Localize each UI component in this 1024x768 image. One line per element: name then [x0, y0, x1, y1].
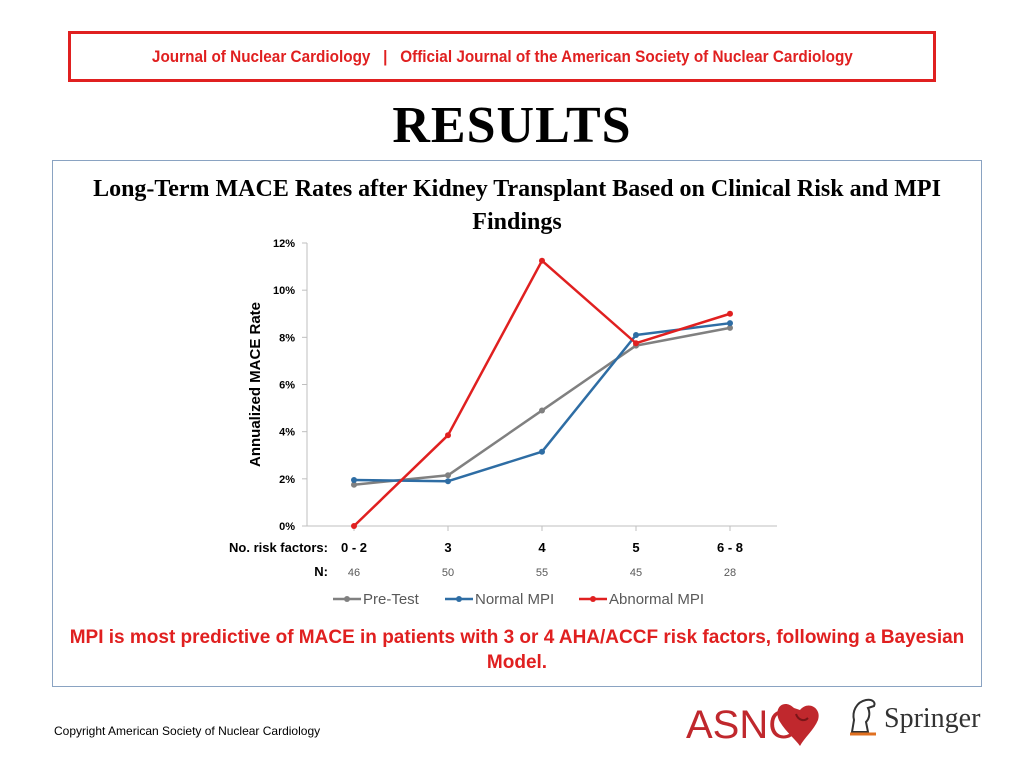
legend-label: Pre-Test [363, 591, 420, 608]
series-line-normal-mpi [353, 321, 731, 483]
data-point [633, 340, 639, 347]
copyright-text: Copyright American Society of Nuclear Ca… [54, 724, 321, 738]
asnc-logo: ASNC [686, 703, 819, 747]
slide-title: RESULTS [392, 97, 632, 154]
data-point [727, 310, 733, 317]
x-tick-label: 3 [444, 540, 451, 555]
n-row-label: N: [314, 564, 328, 579]
legend-marker [590, 596, 596, 602]
y-tick-label: 8% [279, 332, 295, 344]
journal-banner-text: Journal of Nuclear Cardiology | Official… [151, 46, 853, 66]
data-point [351, 481, 357, 488]
conclusion-text: MPI is most predictive of MACE in patien… [69, 627, 965, 673]
data-point [539, 257, 545, 264]
legend-label: Normal MPI [475, 591, 554, 608]
y-tick-label: 10% [273, 285, 295, 297]
x-row-label: No. risk factors: [229, 540, 328, 555]
legend-marker [456, 596, 462, 602]
y-tick-label: 12% [273, 238, 295, 250]
data-point [445, 478, 451, 485]
data-point [351, 523, 357, 529]
data-point [633, 331, 639, 338]
chart-panel: Long-Term MACE Rates after Kidney Transp… [52, 160, 982, 687]
n-value-label: 28 [724, 567, 736, 579]
data-point [539, 448, 545, 455]
x-tick-label: 5 [632, 540, 639, 555]
data-point [445, 432, 451, 439]
series-line-pre-test [353, 326, 731, 486]
heart-icon [777, 703, 819, 746]
legend-label: Abnormal MPI [609, 591, 704, 608]
springer-horse-icon [850, 698, 876, 736]
data-point [539, 407, 545, 414]
y-tick-label: 0% [279, 521, 295, 533]
journal-banner: Journal of Nuclear Cardiology | Official… [68, 31, 936, 82]
springer-logo-text: Springer [884, 703, 981, 734]
series-line-abnormal-mpi [353, 259, 731, 527]
data-point [727, 324, 733, 331]
chart-title: Long-Term MACE Rates after Kidney Transp… [93, 176, 941, 235]
data-point [445, 472, 451, 479]
line-chart: 0% 2% 4% 6% 8% 10% 12% Annualized MACE Rate No. … [229, 238, 777, 608]
y-tick-label: 4% [279, 427, 295, 439]
n-value-label: 45 [630, 567, 642, 579]
x-tick-label: 4 [538, 540, 546, 555]
x-tick-label: 6 - 8 [717, 540, 743, 555]
data-point [727, 320, 733, 327]
y-tick-label: 2% [279, 474, 295, 486]
y-tick-label: 6% [279, 380, 295, 392]
x-tick-label: 0 - 2 [341, 540, 367, 555]
n-value-label: 55 [536, 567, 548, 579]
data-point [351, 477, 357, 484]
n-value-label: 46 [348, 567, 360, 579]
legend-marker [344, 596, 350, 602]
n-value-label: 50 [442, 567, 454, 579]
y-axis-label: Annualized MACE Rate [247, 302, 264, 467]
